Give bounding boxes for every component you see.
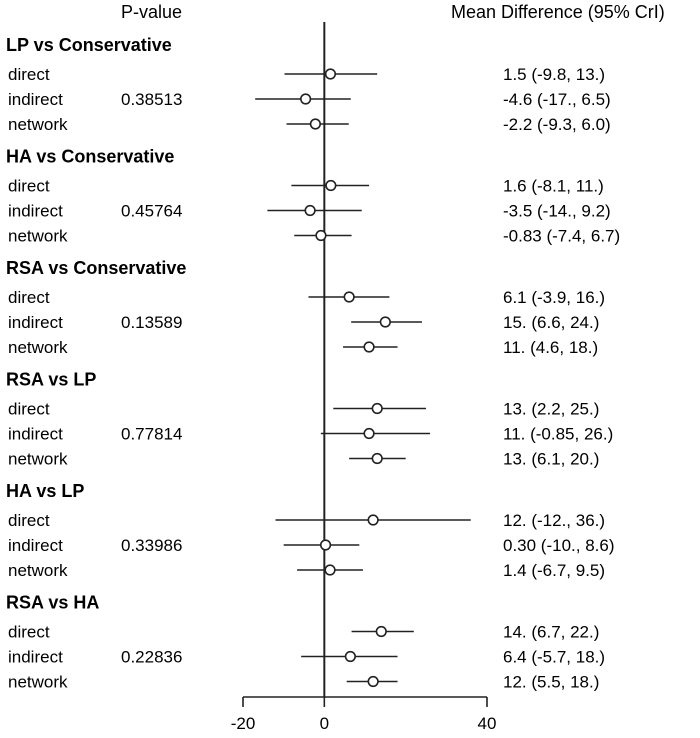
row-label: network: [8, 115, 68, 134]
point-estimate: [324, 564, 336, 576]
estimate-text: 13. (2.2, 25.): [503, 400, 599, 419]
estimate-text: 1.4 (-6.7, 9.5): [503, 561, 605, 580]
group-title: RSA vs Conservative: [6, 258, 186, 278]
row-label: direct: [8, 288, 50, 307]
point-estimate: [304, 204, 316, 217]
row-label: direct: [8, 511, 50, 530]
estimate-text: 11. (-0.85, 26.): [503, 425, 613, 444]
row-label: direct: [8, 400, 50, 419]
point-estimate: [363, 427, 375, 440]
point-estimate: [367, 514, 379, 526]
estimate-text: 1.6 (-8.1, 11.): [503, 177, 604, 196]
row-label: network: [8, 338, 68, 357]
x-tick-label: 40: [478, 714, 497, 733]
point-estimate: [363, 341, 375, 353]
row-label: direct: [8, 65, 50, 84]
x-tick-label: 0: [320, 714, 329, 733]
estimate-text: 13. (6.1, 20.): [503, 450, 599, 469]
estimate-text: 1.5 (-9.8, 13.): [503, 65, 605, 84]
estimate-text: 15. (6.6, 24.): [503, 313, 599, 332]
estimate-text: -0.83 (-7.4, 6.7): [503, 227, 620, 246]
group-title: HA vs Conservative: [6, 147, 174, 167]
pvalue-text: 0.45764: [121, 202, 182, 221]
estimate-text: 6.4 (-5.7, 18.): [503, 648, 605, 667]
group-title: HA vs LP: [6, 481, 84, 501]
estimate-header: Mean Difference (95% CrI): [451, 2, 665, 22]
pvalue-text: 0.77814: [121, 425, 182, 444]
estimate-text: 11. (4.6, 18.): [503, 338, 598, 357]
estimate-text: 6.1 (-3.9, 16.): [503, 288, 605, 307]
pvalue-text: 0.22836: [121, 648, 182, 667]
x-axis: -20 0 40: [231, 696, 497, 733]
row-label: indirect: [8, 313, 63, 332]
group-title: RSA vs HA: [6, 593, 99, 613]
point-estimate: [325, 179, 337, 192]
pvalue-header: P-value: [121, 2, 182, 22]
row-label: indirect: [8, 90, 63, 109]
row-label: network: [8, 227, 68, 246]
row-label: indirect: [8, 425, 63, 444]
row-label: direct: [8, 623, 50, 642]
row-label: network: [8, 450, 68, 469]
pvalue-text: 0.33986: [121, 536, 182, 555]
group-title: LP vs Conservative: [6, 35, 172, 55]
row-label: direct: [8, 177, 50, 196]
row-label: indirect: [8, 202, 63, 221]
point-estimate: [344, 650, 356, 663]
estimate-text: -4.6 (-17., 6.5): [503, 90, 611, 109]
row-label: network: [8, 561, 68, 580]
estimate-text: -3.5 (-14., 9.2): [503, 202, 611, 221]
point-estimate: [319, 539, 332, 551]
estimate-text: -2.2 (-9.3, 6.0): [503, 115, 611, 134]
point-estimate: [309, 118, 321, 130]
x-tick-label: -20: [231, 714, 256, 733]
estimate-text: 12. (-12., 36.): [503, 511, 605, 530]
point-estimate: [375, 625, 387, 638]
point-estimate: [324, 68, 337, 80]
row-label: network: [8, 673, 68, 692]
point-estimate: [371, 402, 383, 415]
plot-area: LP vs Conservative direct 1.5 (-9.8, 13.) i…: [6, 22, 620, 697]
point-estimate: [315, 229, 327, 242]
point-estimate: [343, 291, 355, 303]
point-estimate: [379, 316, 391, 328]
pvalue-text: 0.13589: [121, 313, 182, 332]
point-estimate: [367, 675, 379, 688]
estimate-text: 14. (6.7, 22.): [503, 623, 599, 642]
point-estimate: [371, 452, 383, 465]
row-label: indirect: [8, 536, 63, 555]
pvalue-text: 0.38513: [121, 90, 182, 109]
estimate-text: 12. (5.5, 18.): [503, 673, 599, 692]
group-title: RSA vs LP: [6, 370, 96, 390]
row-label: indirect: [8, 648, 63, 667]
estimate-text: 0.30 (-10., 8.6): [503, 536, 615, 555]
point-estimate: [300, 93, 312, 105]
